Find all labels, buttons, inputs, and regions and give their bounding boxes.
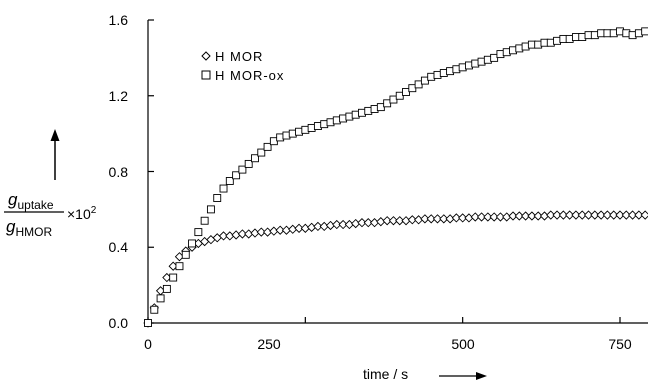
legend-label-hmor-ox: H MOR-ox: [215, 68, 284, 83]
data-point-hmor: [640, 210, 648, 220]
data-point-hmor: [552, 210, 562, 220]
y-arrow-head: [50, 129, 60, 141]
data-point-hmor-ox: [213, 194, 222, 202]
data-point-hmor: [514, 211, 524, 221]
legend-label-hmor: H MOR: [215, 49, 263, 64]
data-point-hmor-ox: [257, 148, 266, 157]
data-point-hmor: [313, 221, 323, 232]
data-point-hmor: [571, 210, 581, 220]
y-tick-label: 1.6: [109, 12, 129, 28]
xlabel-text: time / s: [363, 366, 408, 382]
x-tick-label: 250: [257, 336, 281, 352]
data-point-hmor: [615, 210, 625, 220]
x-axis-label: time / s: [363, 366, 487, 382]
data-point-hmor: [439, 214, 449, 224]
data-point-hmor: [590, 210, 600, 220]
y-tick-label: 0.8: [109, 164, 129, 180]
data-point-hmor-ox: [206, 205, 215, 214]
legend-marker-diamond: [201, 51, 211, 61]
data-point-hmor: [533, 211, 543, 221]
data-point-hmor: [476, 212, 487, 222]
data-point-hmor: [275, 225, 285, 235]
y-tick-label: 0.0: [109, 315, 129, 331]
data-point-hmor: [520, 211, 531, 221]
data-point-hmor: [527, 211, 537, 221]
data-point-hmor: [489, 212, 499, 222]
data-point-hmor-ox: [641, 27, 648, 36]
data-point-hmor: [426, 214, 436, 224]
data-point-hmor: [483, 212, 493, 222]
x-tick-label: 750: [608, 336, 632, 352]
data-point-hmor-ox: [232, 171, 241, 180]
data-point-hmor: [470, 212, 480, 222]
data-point-hmor: [294, 223, 304, 233]
data-point-hmor-ox: [188, 239, 197, 248]
series-hmor: [143, 210, 648, 328]
data-point-hmor: [237, 229, 248, 239]
data-point-hmor: [596, 210, 606, 220]
data-point-hmor-ox: [225, 177, 234, 185]
data-point-hmor: [388, 216, 399, 226]
ylabel-denominator: gHMOR: [6, 217, 52, 239]
data-point-hmor: [508, 211, 518, 221]
data-point-hmor-ox: [263, 142, 272, 151]
data-point-hmor-ox: [175, 262, 184, 271]
data-point-hmor: [565, 210, 575, 220]
data-point-hmor: [218, 231, 229, 241]
data-point-hmor: [338, 219, 348, 230]
data-point-hmor: [546, 210, 556, 220]
y-tick-label: 0.4: [109, 239, 129, 255]
legend-marker-square: [201, 70, 211, 80]
data-point-hmor: [495, 212, 506, 222]
data-point-hmor: [256, 227, 266, 237]
data-point-hmor-ox: [169, 273, 178, 282]
data-point-hmor: [621, 210, 631, 220]
data-point-hmor-ox: [200, 216, 209, 225]
data-point-hmor: [407, 215, 417, 225]
ylabel-multiplier: ×102: [67, 205, 97, 222]
data-point-hmor-ox: [219, 184, 228, 193]
data-point-hmor: [382, 216, 392, 226]
data-point-hmor: [627, 210, 638, 220]
data-point-hmor: [451, 213, 462, 223]
x-tick-label: 0: [144, 336, 152, 352]
ylabel-numerator: guptake: [8, 190, 54, 212]
data-point-hmor: [395, 216, 405, 226]
axes: [147, 20, 648, 324]
data-point-hmor-ox: [181, 250, 190, 259]
data-point-hmor: [583, 210, 594, 220]
data-point-hmor: [332, 219, 342, 230]
data-point-hmor-ox: [251, 154, 259, 163]
data-point-hmor-ox: [156, 294, 165, 303]
legend: H MOR H MOR-ox: [201, 49, 284, 83]
data-point-hmor: [363, 217, 373, 228]
data-point-hmor-ox: [150, 305, 159, 314]
data-point-hmor-ox: [238, 165, 247, 174]
data-point-hmor: [558, 210, 568, 220]
data-point-hmor: [602, 210, 613, 220]
data-point-hmor: [432, 214, 443, 224]
data-point-hmor-ox: [144, 319, 152, 327]
data-point-hmor: [609, 210, 619, 220]
tick-labels: 0.0 0.4 0.8 1.2 1.6 0 250 500 750: [109, 12, 632, 352]
data-point-hmor: [634, 210, 644, 220]
y-tick-label: 1.2: [109, 88, 129, 104]
data-point-hmor: [357, 217, 367, 228]
y-axis-label: guptake gHMOR ×102: [4, 129, 97, 239]
data-point-hmor: [458, 213, 468, 223]
ticks: [147, 19, 621, 324]
series-hmor-ox: [144, 27, 648, 327]
data-point-hmor-ox: [244, 159, 253, 168]
data-point-hmor-ox: [162, 284, 171, 293]
data-point-hmor: [577, 210, 587, 220]
x-arrow-head: [476, 372, 487, 380]
data-point-hmor-ox: [194, 228, 203, 237]
data-point-hmor: [420, 214, 430, 224]
x-tick-label: 500: [451, 336, 475, 352]
